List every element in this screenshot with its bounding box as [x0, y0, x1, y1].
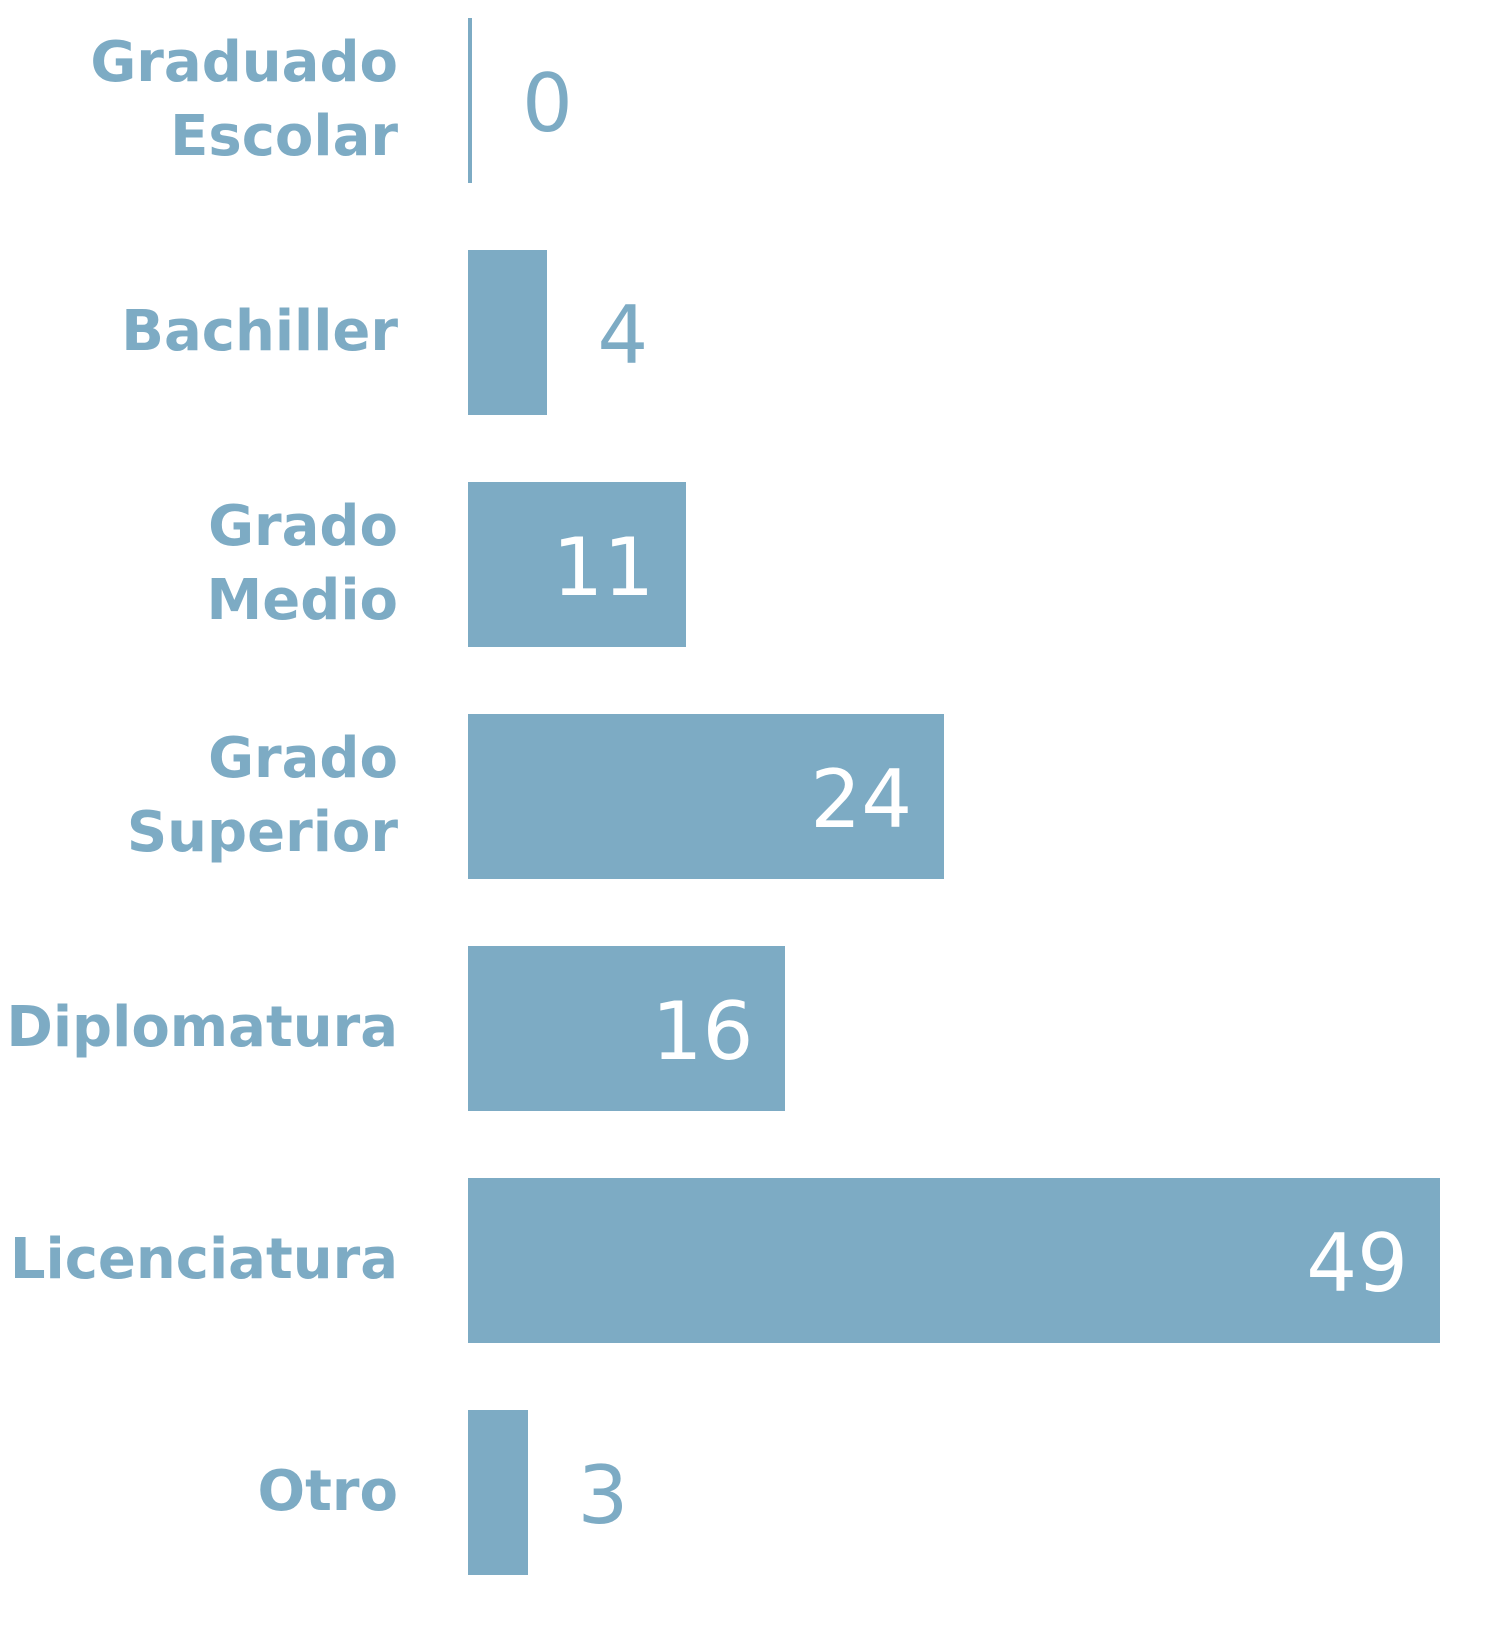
value-label: 16	[651, 985, 754, 1078]
bar	[468, 481, 687, 647]
bar	[468, 1409, 528, 1575]
bar	[468, 249, 548, 415]
bar	[468, 17, 472, 183]
category-label: Bachiller	[121, 299, 398, 364]
value-label: 24	[810, 753, 913, 846]
category-label: Grado Superior	[126, 726, 398, 865]
category-label: Diplomatura	[6, 995, 398, 1060]
value-label: 11	[552, 521, 655, 614]
category-label: Otro	[257, 1459, 398, 1524]
bar	[468, 945, 786, 1111]
value-label: 49	[1306, 1217, 1408, 1310]
bar	[468, 713, 945, 879]
value-label: 0	[522, 57, 573, 150]
value-label: 4	[597, 289, 649, 382]
category-label: Licenciatura	[9, 1227, 398, 1292]
bar	[468, 1177, 1440, 1343]
value-label: 3	[577, 1449, 629, 1542]
category-label: Grado Medio	[206, 494, 398, 633]
category-label: Graduado Escolar	[90, 30, 398, 169]
